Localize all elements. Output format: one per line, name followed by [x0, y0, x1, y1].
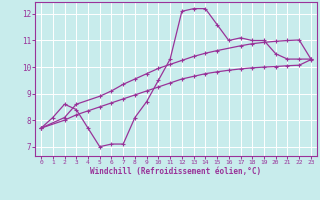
X-axis label: Windchill (Refroidissement éolien,°C): Windchill (Refroidissement éolien,°C) — [91, 167, 261, 176]
